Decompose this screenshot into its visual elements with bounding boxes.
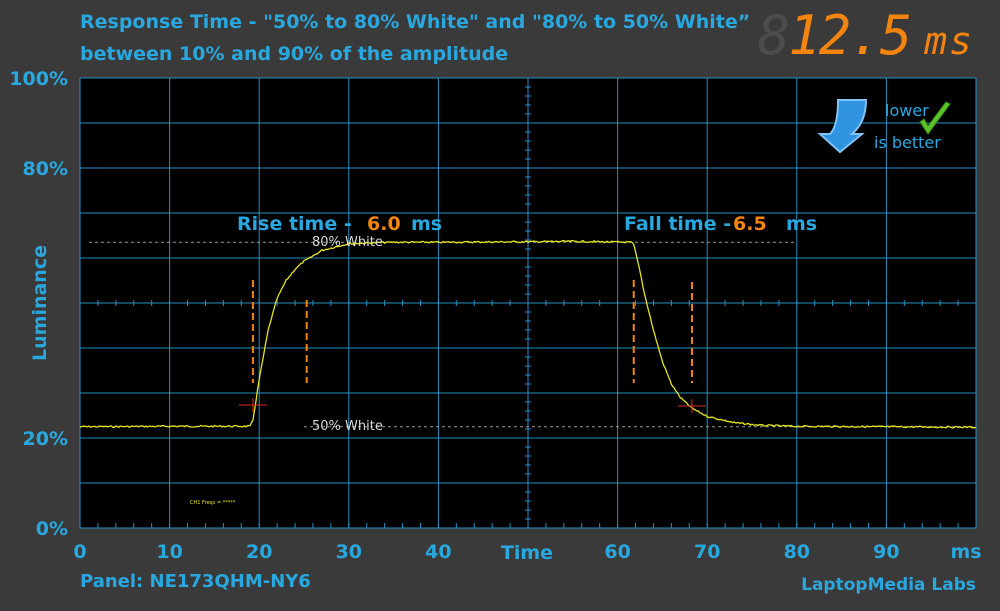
lab-credit: LaptopMedia Labs bbox=[801, 575, 976, 595]
level-low-label: 50% White bbox=[312, 419, 383, 434]
x-tick-label: 40 bbox=[425, 541, 451, 563]
total-response-unit: ms bbox=[924, 19, 974, 63]
x-axis-unit: ms bbox=[950, 541, 981, 563]
x-tick-label: 60 bbox=[604, 541, 630, 563]
total-ghost-digit: 8 bbox=[757, 4, 790, 67]
fall-time-label: Fall time - bbox=[624, 213, 731, 235]
x-tick-label: 20 bbox=[246, 541, 272, 563]
rise-time-label: Rise time - bbox=[237, 213, 352, 235]
x-tick-label: 0 bbox=[73, 541, 86, 563]
fall-time-unit: ms bbox=[786, 213, 817, 235]
y-tick-label: 20% bbox=[23, 428, 68, 450]
checkmark-icon bbox=[919, 101, 951, 135]
badge-line2: is better bbox=[874, 133, 941, 152]
fall-time-value: 6.5 bbox=[733, 213, 767, 235]
level-high-label: 80% White bbox=[312, 235, 383, 250]
scope-readout: CH1 Freqs = ***** bbox=[190, 500, 236, 506]
x-tick-label: 80 bbox=[784, 541, 810, 563]
luminance-trace bbox=[79, 239, 977, 429]
y-tick-label: 0% bbox=[36, 518, 68, 540]
total-response-time: 812.5 ms bbox=[758, 4, 974, 73]
panel-model: Panel: NE173QHM-NY6 bbox=[80, 571, 311, 592]
y-tick-label: 100% bbox=[9, 68, 68, 90]
x-axis-label: Time bbox=[501, 542, 553, 564]
lower-is-better-badge: lower is better bbox=[817, 99, 951, 154]
badge-line1: lower bbox=[885, 101, 929, 120]
x-tick-labels: 0 10 20 30 40 60 70 80 90 bbox=[73, 541, 899, 563]
timing-markers bbox=[238, 280, 706, 413]
chart-title-line2: between 10% and 90% of the amplitude bbox=[80, 43, 509, 65]
chart-title: Response Time - "50% to 80% White" and "… bbox=[80, 6, 750, 70]
down-arrow-icon bbox=[817, 99, 868, 154]
y-axis-label: Luminance bbox=[29, 245, 51, 361]
rise-time-unit: ms bbox=[411, 213, 442, 235]
x-tick-label: 70 bbox=[694, 541, 720, 563]
chart-title-line1: Response Time - "50% to 80% White" and "… bbox=[80, 11, 751, 33]
y-tick-label: 80% bbox=[23, 158, 68, 180]
y-tick-labels: 0% 20% 80% 100% bbox=[9, 68, 68, 540]
x-tick-label: 30 bbox=[336, 541, 362, 563]
rise-time-value: 6.0 bbox=[367, 213, 401, 235]
x-tick-label: 10 bbox=[156, 541, 182, 563]
total-response-value: 12.5 bbox=[788, 4, 912, 67]
gridlines bbox=[79, 77, 977, 529]
x-tick-label: 90 bbox=[873, 541, 899, 563]
